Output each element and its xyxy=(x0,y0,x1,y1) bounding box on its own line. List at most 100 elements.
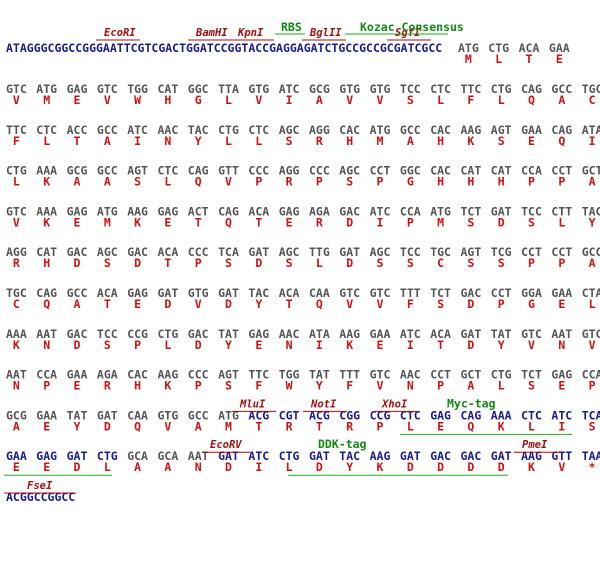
codon: AAC xyxy=(158,123,179,137)
codon: GTT xyxy=(218,164,239,178)
amino-acid: L xyxy=(498,379,505,393)
amino-acid: A xyxy=(195,419,202,433)
amino-acid: V xyxy=(164,419,171,433)
codon: AGT xyxy=(491,123,512,137)
codon: GGC xyxy=(400,164,421,178)
codon: GTG xyxy=(339,82,360,96)
amino-acid: T xyxy=(526,52,533,66)
codon: CAG xyxy=(36,286,57,300)
amino-acid: L xyxy=(225,93,232,107)
codon: CCA xyxy=(582,368,600,382)
codon: CCA xyxy=(521,164,542,178)
amino-acid: D xyxy=(316,460,323,474)
codon: TTT xyxy=(339,368,360,382)
amino-acid: Q xyxy=(316,297,323,311)
codon: CAG xyxy=(461,408,482,422)
amino-acid: R xyxy=(286,419,293,433)
codon: AAT xyxy=(551,327,572,341)
codon: TTG xyxy=(309,245,330,259)
codon: AGG xyxy=(6,245,27,259)
codon: AAC xyxy=(400,368,421,382)
codon: GAT xyxy=(218,286,239,300)
amino-acid: L xyxy=(13,175,20,189)
amino-acid: Q xyxy=(134,419,141,433)
amino-acid: D xyxy=(255,256,262,270)
restriction-site: FseI xyxy=(27,480,53,492)
amino-acid: P xyxy=(43,379,50,393)
codon: GAA xyxy=(67,368,88,382)
codon: GAC xyxy=(339,204,360,218)
amino-acid: L xyxy=(164,175,171,189)
codon: GCC xyxy=(67,286,88,300)
codon: TCT xyxy=(521,368,542,382)
amino-acid: E xyxy=(164,215,171,229)
amino-acid: Y xyxy=(589,215,596,229)
amino-acid: D xyxy=(74,338,81,352)
codon: GAT xyxy=(491,449,512,463)
codon: CAT xyxy=(36,245,57,259)
amino-acid: * xyxy=(589,460,596,474)
amino-acid: S xyxy=(377,256,384,270)
codon: CTG xyxy=(491,368,512,382)
amino-acid: L xyxy=(286,460,293,474)
amino-acid: T xyxy=(286,297,293,311)
codon: GGA xyxy=(521,286,542,300)
codon: TGG xyxy=(279,368,300,382)
amino-acid: Q xyxy=(467,419,474,433)
amino-acid: I xyxy=(316,338,323,352)
codon: TGG xyxy=(127,82,148,96)
amino-acid: H xyxy=(498,175,505,189)
codon: TTC xyxy=(6,123,27,137)
amino-acid: S xyxy=(225,256,232,270)
amino-acid: I xyxy=(134,134,141,148)
codon: CAT xyxy=(158,82,179,96)
amino-acid: I xyxy=(589,134,596,148)
codon: GAT xyxy=(491,204,512,218)
amino-acid: M xyxy=(465,52,472,66)
amino-acid: T xyxy=(437,338,444,352)
codon: GAG xyxy=(67,82,88,96)
codon: CCC xyxy=(309,164,330,178)
amino-acid: V xyxy=(13,93,20,107)
codon: ATC xyxy=(127,123,148,137)
amino-acid: I xyxy=(286,93,293,107)
tag-label: Kozac Consensus xyxy=(360,20,464,34)
codon: TCA xyxy=(582,408,600,422)
amino-acid: E xyxy=(286,215,293,229)
restriction-site: XhoI xyxy=(381,398,408,410)
codon: CTG xyxy=(6,164,27,178)
amino-acid: S xyxy=(467,215,474,229)
codon: GTG xyxy=(248,82,269,96)
amino-acid: V xyxy=(377,297,384,311)
codon: CTG xyxy=(491,82,512,96)
amino-acid: E xyxy=(74,379,81,393)
codon: CCT xyxy=(491,286,512,300)
codon: CCA xyxy=(36,368,57,382)
codon: CCT xyxy=(551,245,572,259)
amino-acid: Q xyxy=(558,134,565,148)
codon: CAG xyxy=(521,82,542,96)
amino-acid: P xyxy=(437,379,444,393)
codon: GTC xyxy=(339,286,360,300)
codon: TCA xyxy=(218,245,239,259)
codon: AAG xyxy=(370,449,391,463)
amino-acid: S xyxy=(437,297,444,311)
amino-acid: S xyxy=(528,215,535,229)
codon: TAC xyxy=(188,123,209,137)
codon: TTC xyxy=(461,82,482,96)
amino-acid: C xyxy=(13,297,20,311)
amino-acid: S xyxy=(407,256,414,270)
amino-acid: L xyxy=(498,93,505,107)
amino-acid: M xyxy=(43,93,50,107)
amino-acid: E xyxy=(377,338,384,352)
amino-acid: E xyxy=(74,215,81,229)
amino-acid: N xyxy=(407,379,414,393)
restriction-site: PmeI xyxy=(522,439,548,451)
codon: CAG xyxy=(551,123,572,137)
codon: TAA xyxy=(582,449,600,463)
amino-acid: V xyxy=(558,460,565,474)
amino-acid: K xyxy=(134,215,141,229)
amino-acid: A xyxy=(164,460,171,474)
codon: AAG xyxy=(461,123,482,137)
codon: TAC xyxy=(582,204,600,218)
